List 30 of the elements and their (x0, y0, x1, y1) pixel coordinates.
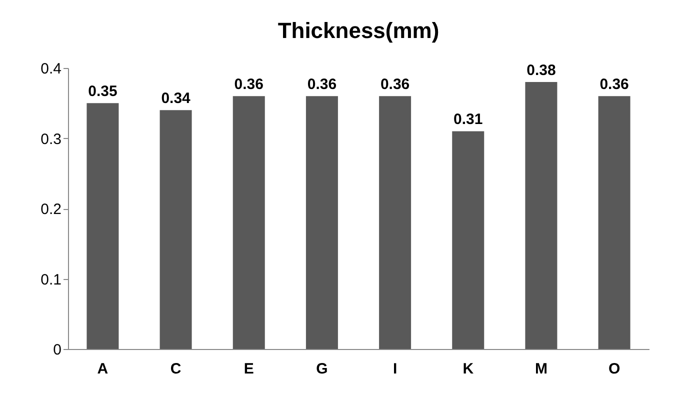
x-tick-label: G (316, 360, 328, 378)
data-label: 0.38 (526, 62, 556, 80)
x-tick-label: C (170, 360, 182, 378)
x-tick-label: O (608, 360, 620, 378)
data-label: 0.36 (234, 76, 264, 94)
y-tick-label: 0 (53, 342, 62, 358)
y-tick-label: 0.3 (40, 130, 62, 148)
bar (160, 110, 192, 349)
x-tick-label: K (462, 360, 474, 378)
bar (306, 96, 338, 349)
bar (525, 82, 558, 349)
data-label: 0.36 (307, 76, 337, 94)
y-tick-label: 0.4 (40, 60, 62, 78)
data-label: 0.35 (88, 83, 118, 100)
y-tick-label: 0.1 (40, 271, 62, 288)
bar (598, 96, 630, 349)
data-label: 0.36 (380, 76, 410, 94)
bar (86, 103, 119, 349)
chart-title: Thickness(mm) (278, 18, 440, 43)
x-tick-label: I (392, 360, 398, 378)
bar (452, 131, 484, 349)
data-label: 0.36 (600, 76, 629, 94)
x-tick-label: E (244, 360, 254, 378)
data-label: 0.34 (161, 90, 192, 108)
x-tick-label: A (97, 360, 108, 378)
data-label: 0.31 (454, 111, 483, 128)
y-tick-label: 0.2 (40, 201, 62, 218)
bar (379, 96, 412, 349)
bar (232, 96, 265, 349)
x-tick-label: M (534, 360, 548, 378)
